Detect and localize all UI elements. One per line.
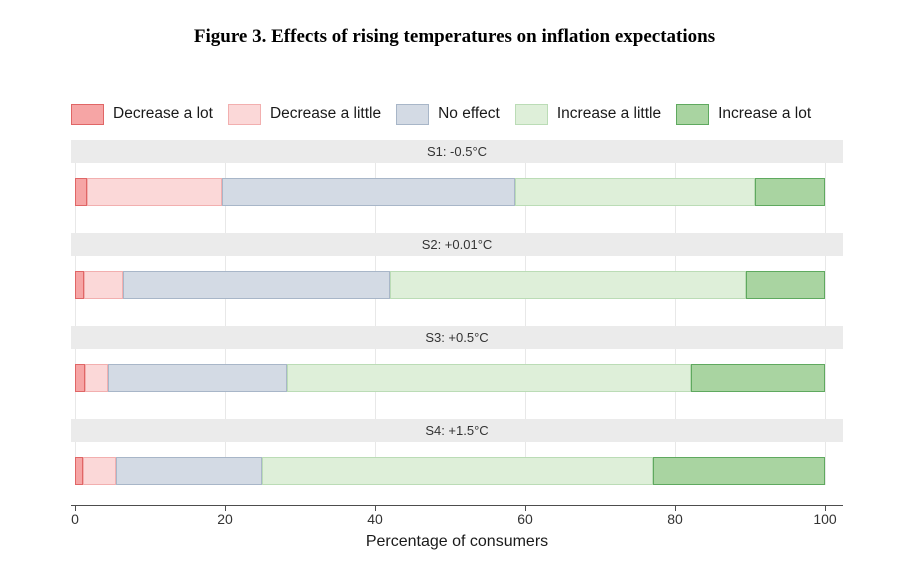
gridline [75, 140, 76, 485]
facet-strip-s4: S4: +1.5°C [71, 419, 843, 442]
bar-segment-increase-a-lot [755, 178, 825, 206]
legend-label: Increase a lot [718, 105, 812, 122]
x-axis-tick [675, 505, 676, 511]
bar-segment-decrease-a-lot [75, 271, 84, 299]
facet-strip-s3: S3: +0.5°C [71, 326, 843, 349]
bar-segment-increase-a-lot [690, 364, 825, 392]
bar-segment-increase-a-little [390, 271, 747, 299]
facet-strip-s1: S1: -0.5°C [71, 140, 843, 163]
bar-segment-increase-a-little [514, 178, 756, 206]
plot-panel: S1: -0.5°C S2: +0.01°C S3: +0.5°C S4: +1… [71, 140, 843, 485]
bar-segment-decrease-a-little [82, 457, 116, 485]
bar-segment-decrease-a-little [87, 178, 222, 206]
x-tick-label: 40 [367, 511, 383, 527]
facet-label: S2: +0.01°C [421, 237, 493, 252]
bar-segment-increase-a-lot [746, 271, 825, 299]
bar-segment-decrease-a-lot [75, 178, 87, 206]
x-tick-label: 100 [813, 511, 837, 527]
legend-swatch-decrease-a-lot [71, 103, 104, 125]
legend-item-no-effect: No effect [396, 103, 500, 125]
bar-segment-increase-a-little [261, 457, 653, 485]
bar-segment-decrease-a-lot [75, 457, 83, 485]
chart-legend: Decrease a lot Decrease a little No effe… [71, 102, 811, 126]
gridline [525, 140, 526, 485]
legend-swatch-no-effect [396, 103, 430, 125]
legend-item-increase-a-little: Increase a little [514, 103, 662, 125]
bar-segment-decrease-a-little [84, 364, 108, 392]
legend-item-decrease-a-little: Decrease a little [227, 103, 382, 125]
legend-label: Decrease a little [269, 105, 382, 122]
legend-item-increase-a-lot: Increase a lot [676, 103, 812, 125]
x-axis-tick [525, 505, 526, 511]
legend-item-decrease-a-lot: Decrease a lot [71, 103, 213, 125]
stacked-bar-s3 [75, 364, 825, 392]
bar-segment-decrease-a-little [84, 271, 123, 299]
stacked-bar-s2 [75, 271, 825, 299]
bar-segment-increase-a-little [286, 364, 691, 392]
x-axis-tick [75, 505, 76, 511]
bar-segment-no-effect [108, 364, 287, 392]
facet-strip-s2: S2: +0.01°C [71, 233, 843, 256]
bar-segment-no-effect [222, 178, 515, 206]
legend-label: No effect [438, 105, 500, 122]
gridline [375, 140, 376, 485]
legend-swatch-increase-a-little [514, 103, 548, 125]
legend-swatch-decrease-a-little [227, 103, 261, 125]
facet-label: S3: +0.5°C [425, 330, 489, 345]
stacked-bar-s4 [75, 457, 825, 485]
legend-swatch-increase-a-lot [676, 103, 710, 125]
x-axis-title: Percentage of consumers [365, 533, 549, 550]
facet-label: S1: -0.5°C [426, 144, 488, 159]
gridline [675, 140, 676, 485]
x-tick-label: 20 [217, 511, 233, 527]
x-axis-tick [825, 505, 826, 511]
x-axis-tick [375, 505, 376, 511]
bar-segment-increase-a-lot [652, 457, 825, 485]
bar-segment-no-effect [115, 457, 262, 485]
x-tick-label: 0 [71, 511, 79, 527]
x-axis-line [71, 505, 843, 506]
legend-label: Decrease a lot [113, 105, 213, 122]
chart-title: Figure 3. Effects of rising temperatures… [193, 26, 716, 47]
gridline [225, 140, 226, 485]
stacked-bar-s1 [75, 178, 825, 206]
bar-segment-decrease-a-lot [75, 364, 85, 392]
gridline [825, 140, 826, 485]
x-axis-tick [225, 505, 226, 511]
facet-label: S4: +1.5°C [425, 423, 489, 438]
legend-label: Increase a little [556, 105, 662, 122]
x-tick-label: 60 [517, 511, 533, 527]
bar-segment-no-effect [123, 271, 390, 299]
x-tick-label: 80 [667, 511, 683, 527]
